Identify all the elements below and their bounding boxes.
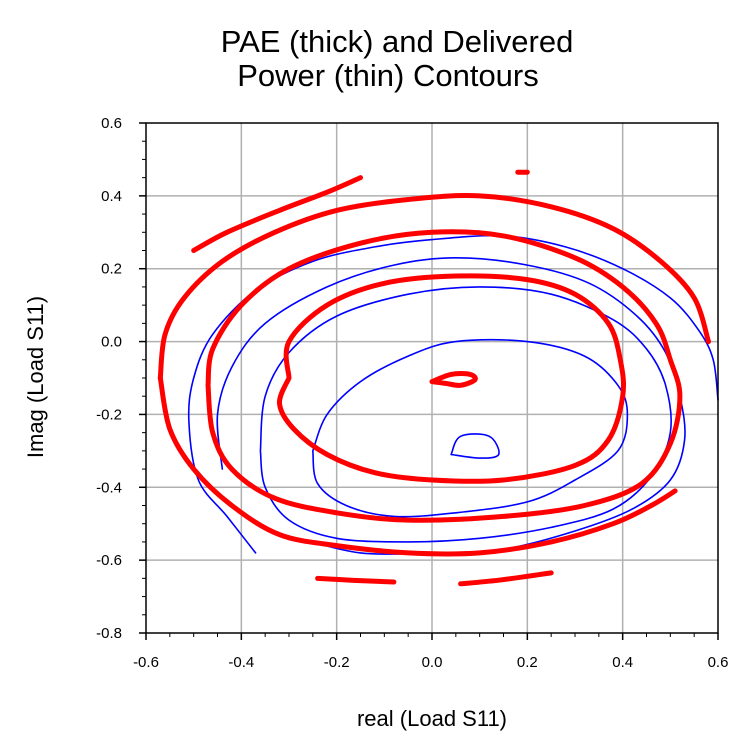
chart-title-line-2: Power (thin) Contours — [237, 58, 539, 93]
x-tick-label: -0.4 — [228, 654, 254, 671]
pae-contour-line — [205, 229, 683, 523]
x-tick-label: -0.2 — [324, 654, 350, 671]
axis-ticks: -0.6 -0.4 -0.2 0.0 0.2 0.4 0.6 0.6 0.4 0.2 0.0 -0.2… — [96, 115, 728, 671]
y-axis-label: Imag (Load S11) — [23, 296, 48, 458]
y-tick-label: -0.2 — [96, 406, 122, 423]
y-tick-label: -0.8 — [96, 625, 122, 642]
y-tick-label: 0.2 — [101, 261, 122, 278]
power-contour-line — [216, 257, 686, 555]
pae-contour-line — [315, 575, 397, 585]
chart-title-line-1: PAE (thick) and Delivered — [221, 24, 574, 59]
pae-contour-line — [276, 273, 627, 484]
x-tick-label: 0.0 — [422, 654, 443, 671]
y-tick-label: -0.4 — [96, 479, 122, 496]
power-contour-line — [312, 338, 629, 518]
y-tick-label: -0.6 — [96, 552, 122, 569]
pae-contour-line — [157, 193, 711, 381]
power-contour-line — [187, 234, 719, 554]
pae-contour-line — [191, 175, 363, 253]
y-tick-label: 0.6 — [101, 115, 122, 132]
power-contour-line — [450, 433, 500, 459]
x-tick-label: 0.6 — [708, 654, 729, 671]
pae-contour-line — [157, 375, 678, 557]
pae-contour-line — [429, 371, 478, 388]
x-tick-label: 0.4 — [612, 654, 633, 671]
chart-title: PAE (thick) and Delivered Power (thin) C… — [221, 24, 574, 93]
pae-contour-line — [458, 570, 554, 587]
x-tick-label: -0.6 — [133, 654, 159, 671]
y-tick-label: 0.0 — [101, 334, 122, 351]
x-axis-label: real (Load S11) — [357, 706, 507, 731]
y-tick-label: 0.4 — [101, 188, 122, 205]
x-tick-label: 0.2 — [517, 654, 538, 671]
contour-series — [157, 169, 719, 587]
power-contour-line — [259, 286, 672, 543]
